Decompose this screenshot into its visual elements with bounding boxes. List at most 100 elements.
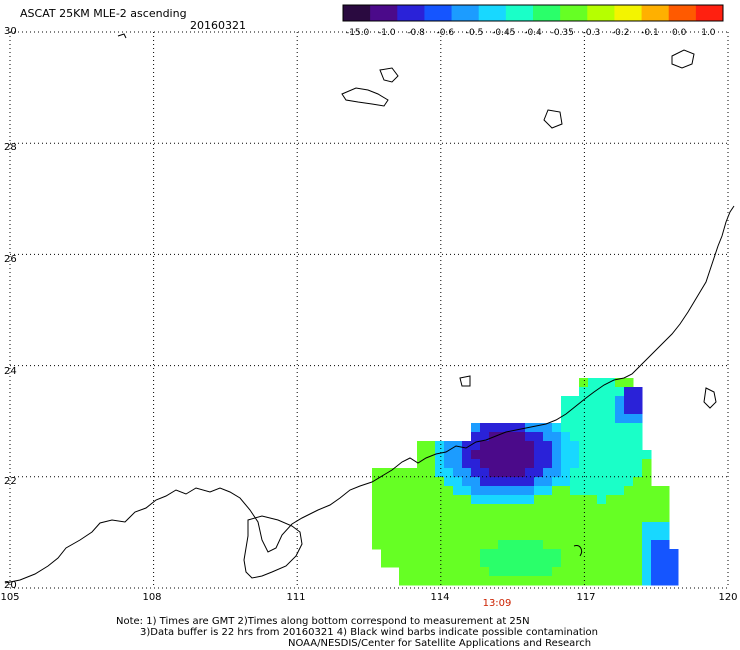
- swath-cell: [507, 495, 517, 505]
- swath-cell: [633, 486, 643, 496]
- swath-cell: [426, 522, 436, 532]
- swath-cell: [579, 414, 589, 424]
- swath-cell: [561, 396, 571, 406]
- swath-cell: [561, 441, 571, 451]
- swath-cell: [480, 531, 490, 541]
- swath-cell: [399, 558, 409, 568]
- swath-cell: [444, 486, 454, 496]
- swath-cell: [372, 504, 382, 514]
- swath-cell: [588, 459, 598, 469]
- lat-label-30: 30: [4, 26, 17, 37]
- lat-label-22: 22: [4, 476, 17, 487]
- swath-cell: [615, 486, 625, 496]
- swath-cell: [570, 576, 580, 586]
- swath-cell: [408, 495, 418, 505]
- swath-cell: [471, 531, 481, 541]
- swath-cell: [507, 513, 517, 523]
- swath-cell: [444, 441, 454, 451]
- swath-cell: [444, 576, 454, 586]
- swath-cell: [615, 567, 625, 577]
- swath-cell: [480, 486, 490, 496]
- swath-cell: [624, 567, 634, 577]
- swath-cell: [579, 405, 589, 415]
- swath-cell: [597, 576, 607, 586]
- swath-cell: [525, 441, 535, 451]
- lon-label-114: 114: [430, 592, 450, 603]
- swath-cell: [624, 378, 634, 388]
- swath-cell: [579, 558, 589, 568]
- swath-cell: [534, 540, 544, 550]
- mainland-coast: [4, 205, 735, 584]
- swath-cell: [606, 477, 616, 487]
- swath-cell: [552, 567, 562, 577]
- swath-cell: [543, 558, 553, 568]
- swath-cell: [561, 540, 571, 550]
- swath-cell: [579, 378, 589, 388]
- swath-cell: [471, 513, 481, 523]
- swath-cell: [534, 504, 544, 514]
- swath-cell: [516, 576, 526, 586]
- lon-label-120: 120: [718, 592, 738, 603]
- hainan-coast: [243, 515, 303, 579]
- colorbar-label: -0.6: [437, 28, 455, 38]
- swath-cell: [444, 477, 454, 487]
- swath-cell: [417, 441, 427, 451]
- swath-cell: [471, 441, 481, 451]
- swath-cell: [426, 441, 436, 451]
- swath-cell: [489, 522, 499, 532]
- swath-cell: [453, 495, 463, 505]
- swath-cell: [543, 459, 553, 469]
- swath-cell: [606, 450, 616, 460]
- swath-cell: [552, 549, 562, 559]
- swath-cell: [570, 567, 580, 577]
- swath-cell: [381, 513, 391, 523]
- swath-cell: [471, 567, 481, 577]
- swath-cell: [633, 396, 643, 406]
- swath-cell: [462, 450, 472, 460]
- swath-cell: [381, 468, 391, 478]
- swath-cell: [435, 450, 445, 460]
- swath-cell: [624, 432, 634, 442]
- swath-cell: [624, 522, 634, 532]
- swath-cell: [516, 549, 526, 559]
- swath-cell: [417, 504, 427, 514]
- swath-cell: [471, 477, 481, 487]
- swath-cell: [543, 522, 553, 532]
- swath-cell: [471, 549, 481, 559]
- swath-cell: [426, 549, 436, 559]
- swath-cell: [480, 522, 490, 532]
- swath-cell: [642, 477, 652, 487]
- swath-cell: [417, 450, 427, 460]
- swath-cell: [543, 540, 553, 550]
- island-5: [459, 375, 471, 387]
- swath-cell: [534, 513, 544, 523]
- swath-cell: [426, 540, 436, 550]
- swath-cell: [525, 504, 535, 514]
- swath-cell: [624, 459, 634, 469]
- swath-cell: [597, 513, 607, 523]
- swath-cell: [408, 567, 418, 577]
- swath-cell: [525, 468, 535, 478]
- swath-cell: [570, 441, 580, 451]
- swath-cell: [534, 459, 544, 469]
- swath-cell: [579, 495, 589, 505]
- swath-cell: [498, 504, 508, 514]
- swath-cell: [390, 513, 400, 523]
- swath-cell: [516, 441, 526, 451]
- colorbar-label: -0.45: [492, 28, 515, 38]
- swath-cell: [453, 549, 463, 559]
- swath-cell: [588, 513, 598, 523]
- lon-label-105: 105: [0, 592, 20, 603]
- swath-cell: [516, 567, 526, 577]
- swath-cell: [507, 423, 517, 433]
- lon-label-117: 117: [576, 592, 596, 603]
- swath-cell: [381, 477, 391, 487]
- swath-cell: [453, 522, 463, 532]
- swath-cell: [417, 495, 427, 505]
- swath-cell: [552, 504, 562, 514]
- swath-cell: [561, 522, 571, 532]
- swath-cell: [561, 468, 571, 478]
- swath-cell: [525, 477, 535, 487]
- swath-cell: [471, 468, 481, 478]
- swath-cell: [534, 531, 544, 541]
